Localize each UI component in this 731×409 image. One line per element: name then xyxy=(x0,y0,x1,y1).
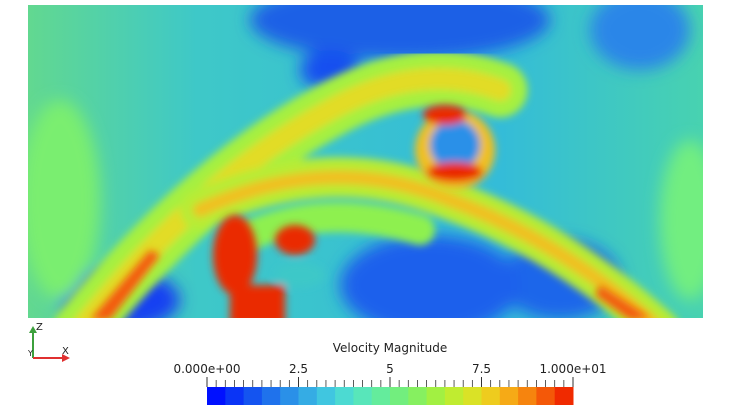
colorbar-band xyxy=(207,387,226,405)
colorbar-band xyxy=(390,387,409,405)
colorbar-tick-label: 7.5 xyxy=(472,362,491,376)
colorbar-band xyxy=(463,387,482,405)
axis-label: X xyxy=(62,346,69,357)
axes-triad: Z Y X xyxy=(27,322,70,362)
colorbar-band xyxy=(408,387,428,405)
colorbar-band xyxy=(335,387,354,405)
colorbar-band xyxy=(499,387,519,405)
colorbar-band xyxy=(243,387,263,405)
colorbar-band xyxy=(353,387,373,405)
colorbar-tick-label: 2.5 xyxy=(289,362,308,376)
colorbar-band xyxy=(444,387,464,405)
colorbar-band xyxy=(298,387,318,405)
colorbar-title: Velocity Magnitude xyxy=(333,341,447,355)
axis-label: Z xyxy=(36,322,43,333)
colorbar-band xyxy=(554,387,574,405)
colorbar-band xyxy=(316,387,336,405)
colorbar-band xyxy=(536,387,556,405)
colorbar-tick-label: 1.000e+01 xyxy=(539,362,606,376)
colorbar-tick-label: 0.000e+00 xyxy=(173,362,240,376)
colorbar-band xyxy=(280,387,299,405)
colorbar-band xyxy=(371,387,391,405)
colorbar-band xyxy=(225,387,245,405)
colorbar-tick-label: 5 xyxy=(386,362,394,376)
colorbar-band xyxy=(426,387,446,405)
colorbar-band xyxy=(518,387,537,405)
velocity-field xyxy=(28,5,703,318)
axis-label: Y xyxy=(27,349,33,358)
colorbar-band xyxy=(261,387,281,405)
colorbar-band xyxy=(481,387,501,405)
